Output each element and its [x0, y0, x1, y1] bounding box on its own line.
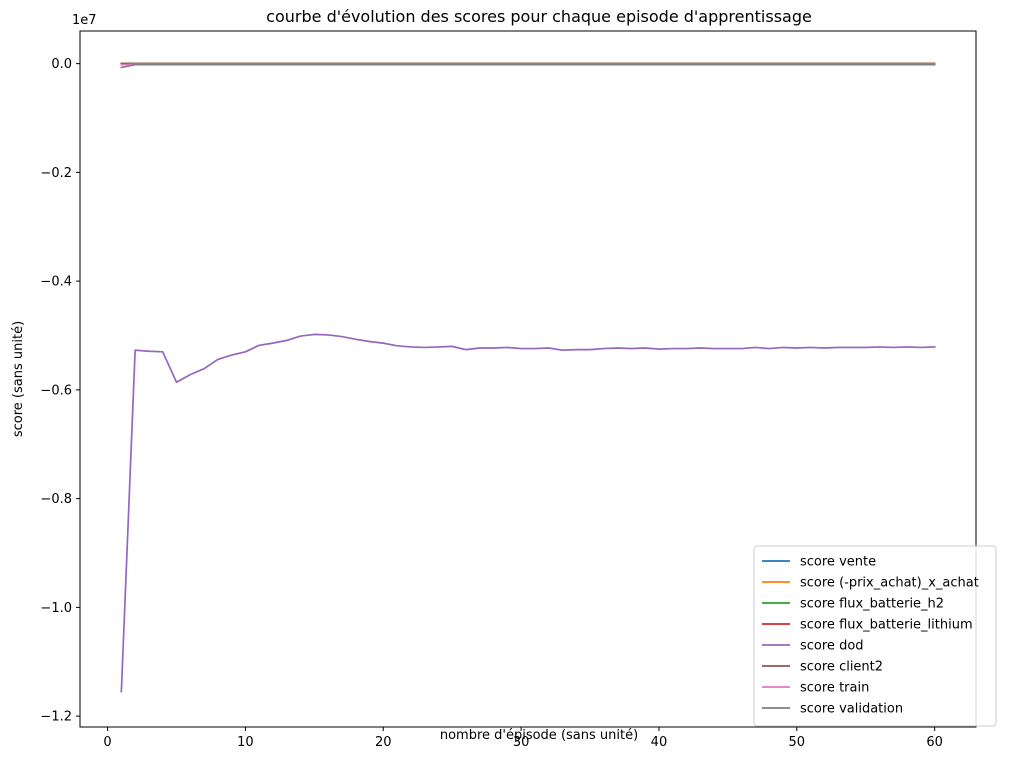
legend-label: score train — [800, 681, 869, 696]
y-tick-label: −1.2 — [40, 710, 72, 725]
x-tick-label: 60 — [926, 735, 943, 750]
x-axis: 0 10 20 30 40 50 60 — [103, 727, 943, 750]
legend-box — [753, 545, 997, 727]
x-axis-label: nombre d'épisode (sans unité) — [440, 728, 638, 743]
y-tick-label: 0.0 — [51, 57, 72, 72]
legend-label: score flux_batterie_lithium — [800, 618, 973, 633]
legend-label: score dod — [800, 639, 864, 654]
y-tick-label: −0.4 — [40, 275, 72, 290]
x-tick-label: 10 — [237, 735, 254, 750]
series-lines — [120, 62, 936, 693]
series-line-5 — [120, 333, 936, 693]
legend-label: score validation — [800, 702, 903, 717]
plot-frame — [79, 30, 977, 728]
legend-label: score vente — [800, 555, 876, 570]
y-tick-label: −1.0 — [40, 601, 72, 616]
chart-title: courbe d'évolution des scores pour chaqu… — [266, 7, 812, 26]
x-tick-label: 50 — [789, 735, 806, 750]
y-tick-label: −0.6 — [40, 383, 72, 398]
legend: score vente score (-prix_achat)_x_achatsc… — [753, 545, 997, 727]
y-axis-offset-label: 1e7 — [72, 13, 97, 28]
legend-label: score flux_batterie_h2 — [800, 597, 944, 612]
legend-label: score client2 — [800, 660, 883, 675]
y-tick-label: −0.8 — [40, 492, 72, 507]
y-axis: 0.0 −0.2 −0.4 −0.6 −0.8 −1.0 −1.2 — [40, 57, 80, 725]
plot-area — [79, 30, 977, 728]
series-line-8 — [120, 63, 936, 69]
y-axis-label: score (sans unité) — [11, 321, 26, 437]
x-tick-label: 0 — [103, 735, 111, 750]
x-tick-label: 30 — [513, 735, 530, 750]
y-tick-label: −0.2 — [40, 166, 72, 181]
x-tick-label: 20 — [375, 735, 392, 750]
x-tick-label: 40 — [651, 735, 668, 750]
legend-label: score (-prix_achat)_x_achat — [800, 576, 979, 591]
